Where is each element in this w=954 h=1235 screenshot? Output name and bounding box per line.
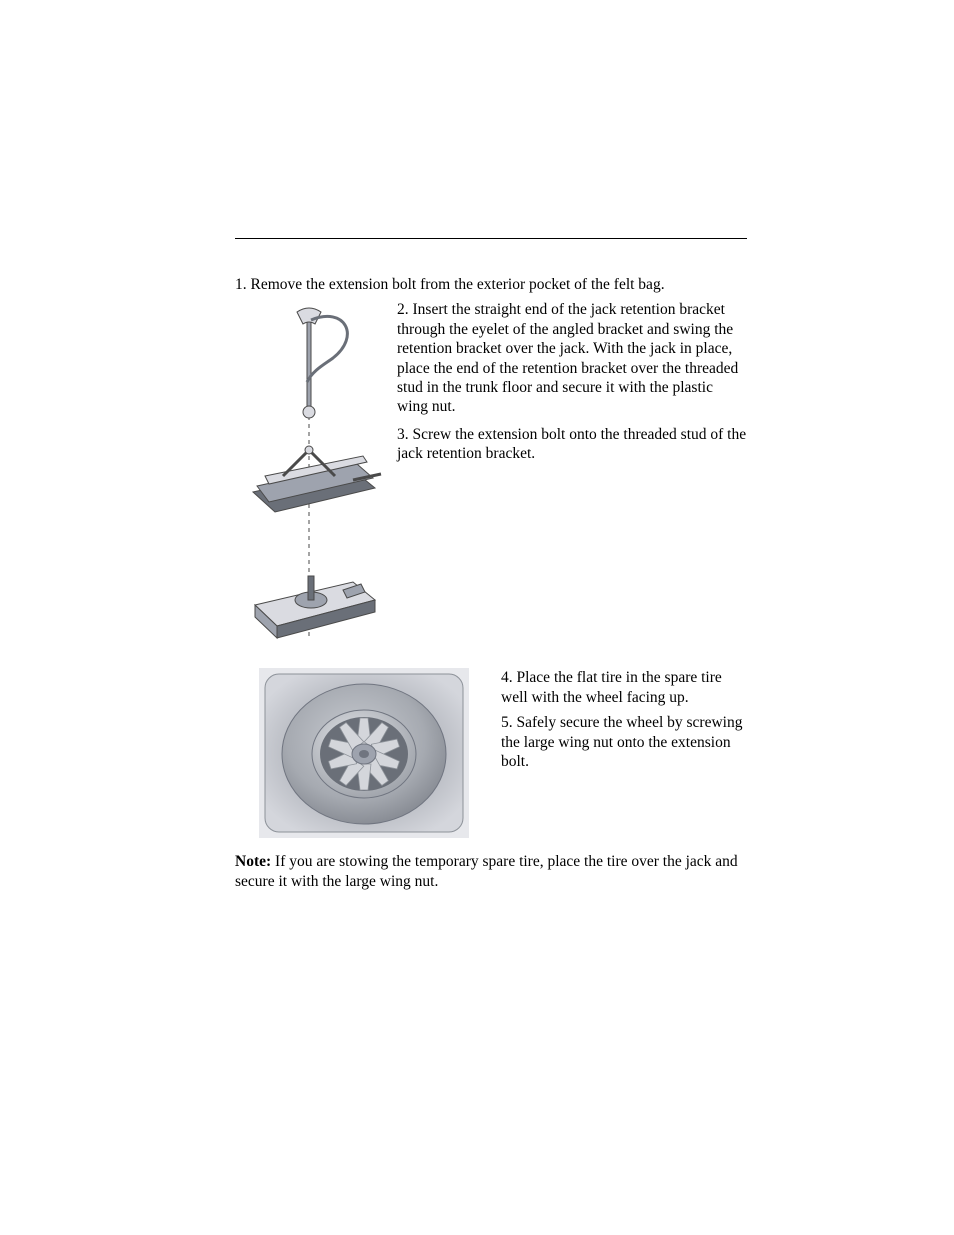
step-5: 5. Safely secure the wheel by screwing t…	[501, 713, 747, 771]
step-2: 2. Insert the straight end of the jack r…	[397, 300, 747, 416]
content-column: 1. Remove the extension bolt from the ex…	[235, 238, 747, 907]
page: 1. Remove the extension bolt from the ex…	[0, 0, 954, 1235]
note-text: If you are stowing the temporary spare t…	[235, 853, 738, 889]
figure-jack-exploded	[235, 300, 383, 650]
step-4: 4. Place the flat tire in the spare tire…	[501, 668, 747, 707]
note-label: Note:	[235, 853, 271, 870]
step-1: 1. Remove the extension bolt from the ex…	[235, 275, 747, 294]
steps-4-5-column: 4. Place the flat tire in the spare tire…	[501, 668, 747, 777]
block-figure-b: 4. Place the flat tire in the spare tire…	[235, 668, 747, 838]
step-3: 3. Screw the extension bolt onto the thr…	[397, 425, 747, 464]
figure-spare-tire	[259, 668, 469, 838]
top-rule	[235, 238, 747, 239]
note-paragraph: Note: If you are stowing the temporary s…	[235, 852, 747, 891]
steps-2-3-column: 2. Insert the straight end of the jack r…	[397, 300, 747, 471]
block-figure-a: 2. Insert the straight end of the jack r…	[235, 300, 747, 650]
